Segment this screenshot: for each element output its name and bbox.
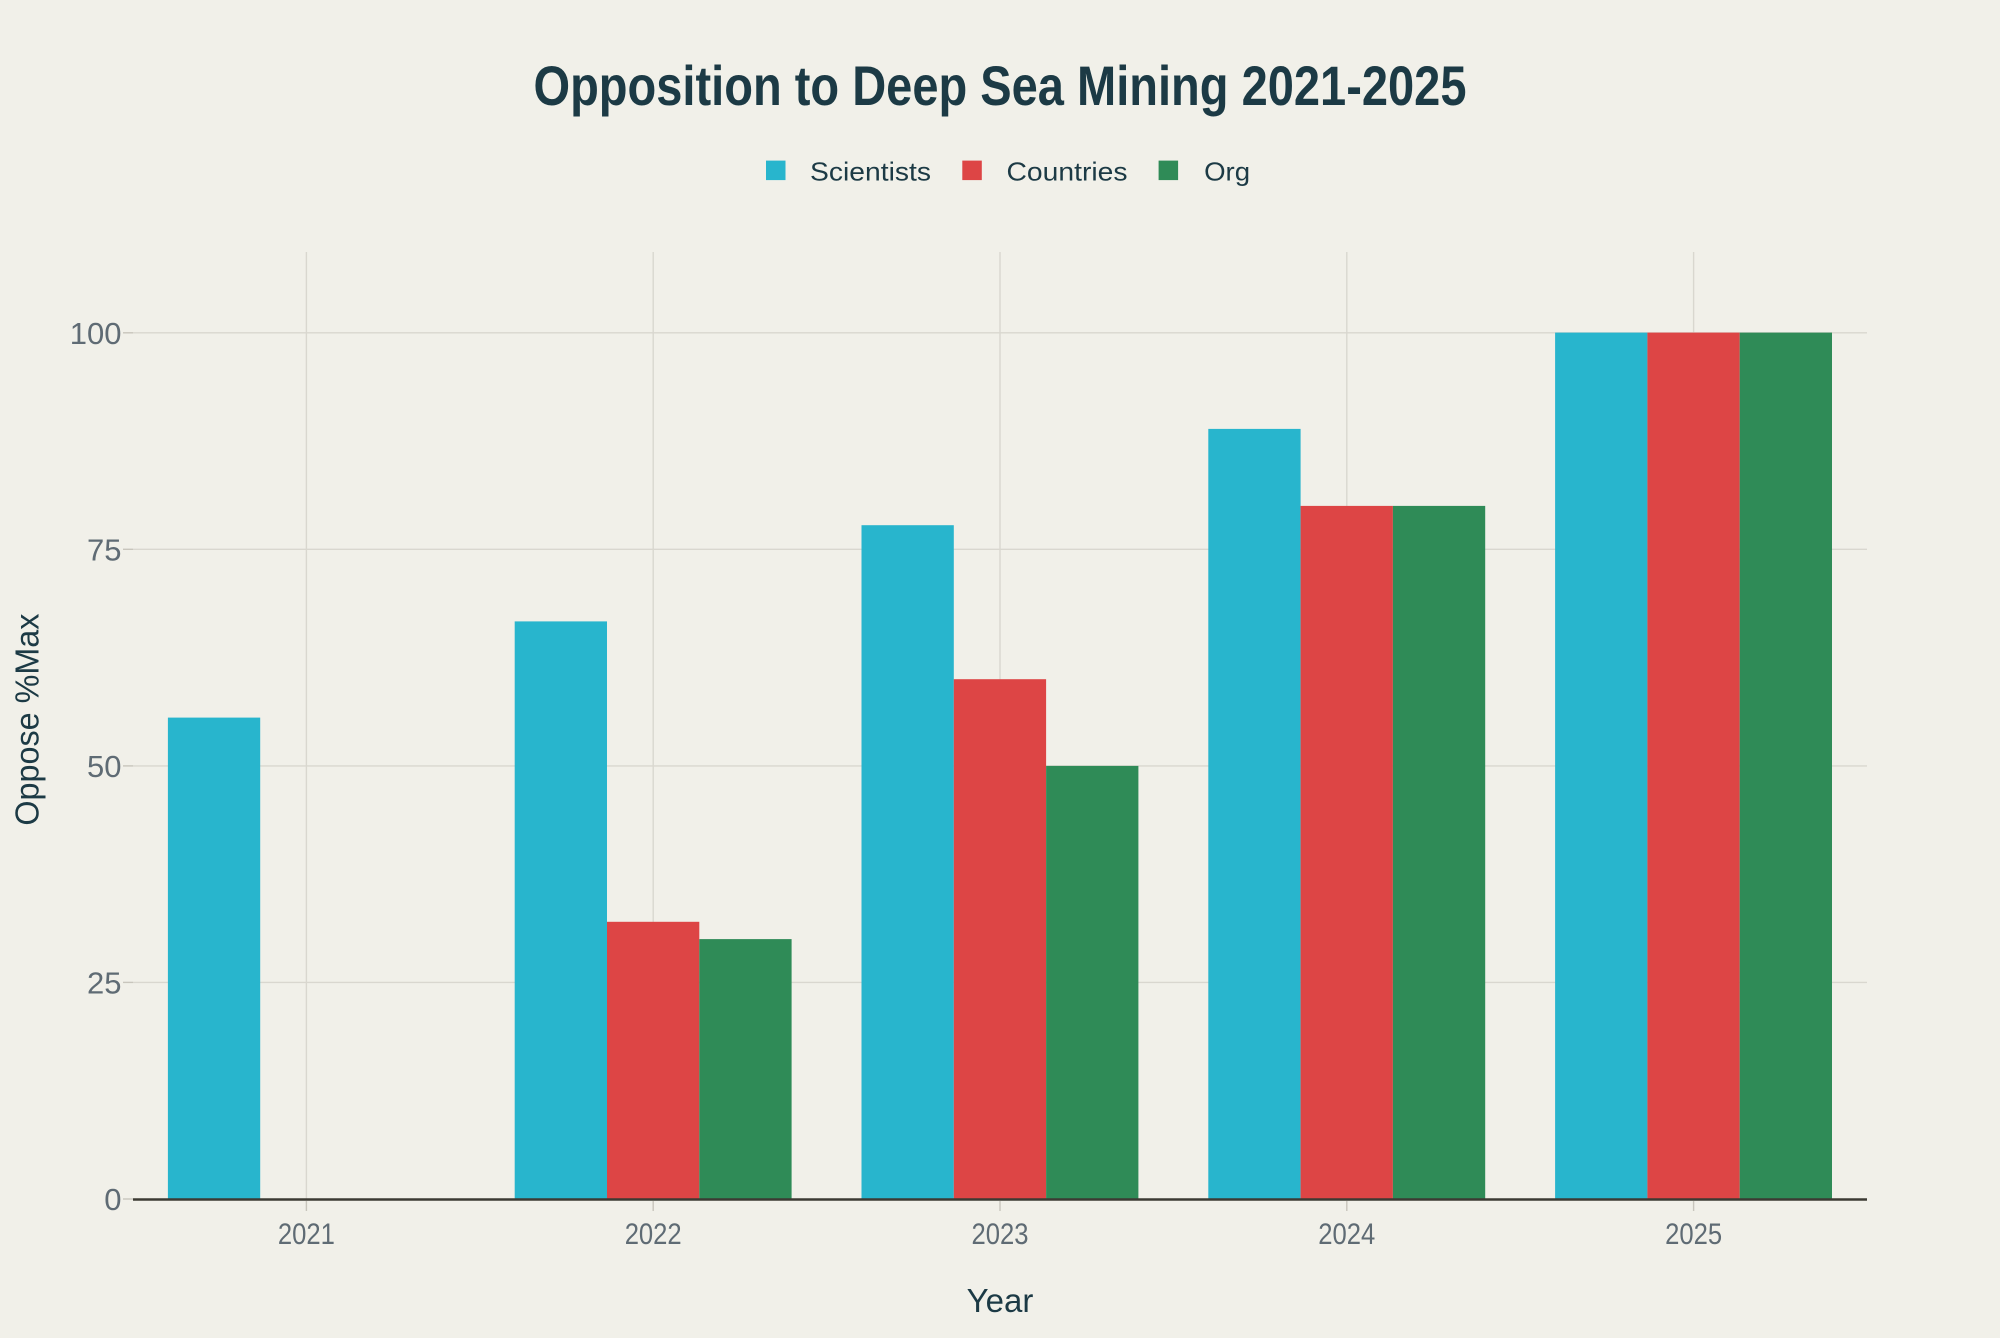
svg-text:50: 50 bbox=[87, 749, 121, 784]
svg-text:Scientists: Scientists bbox=[810, 156, 931, 186]
svg-text:25: 25 bbox=[87, 965, 121, 1000]
svg-text:Org: Org bbox=[1204, 156, 1250, 186]
svg-text:2022: 2022 bbox=[625, 1218, 682, 1251]
svg-text:Countries: Countries bbox=[1007, 156, 1128, 186]
svg-text:2024: 2024 bbox=[1318, 1218, 1375, 1251]
svg-text:0: 0 bbox=[104, 1182, 121, 1217]
svg-text:2023: 2023 bbox=[972, 1218, 1029, 1251]
svg-text:Oppose %Max: Oppose %Max bbox=[9, 613, 46, 825]
svg-text:100: 100 bbox=[70, 316, 122, 351]
svg-text:Opposition to Deep Sea Mining: Opposition to Deep Sea Mining 2021-2025 bbox=[534, 54, 1467, 117]
svg-text:2025: 2025 bbox=[1665, 1218, 1722, 1251]
svg-text:2021: 2021 bbox=[278, 1218, 335, 1251]
svg-text:Year: Year bbox=[967, 1282, 1034, 1319]
svg-text:75: 75 bbox=[87, 532, 121, 567]
